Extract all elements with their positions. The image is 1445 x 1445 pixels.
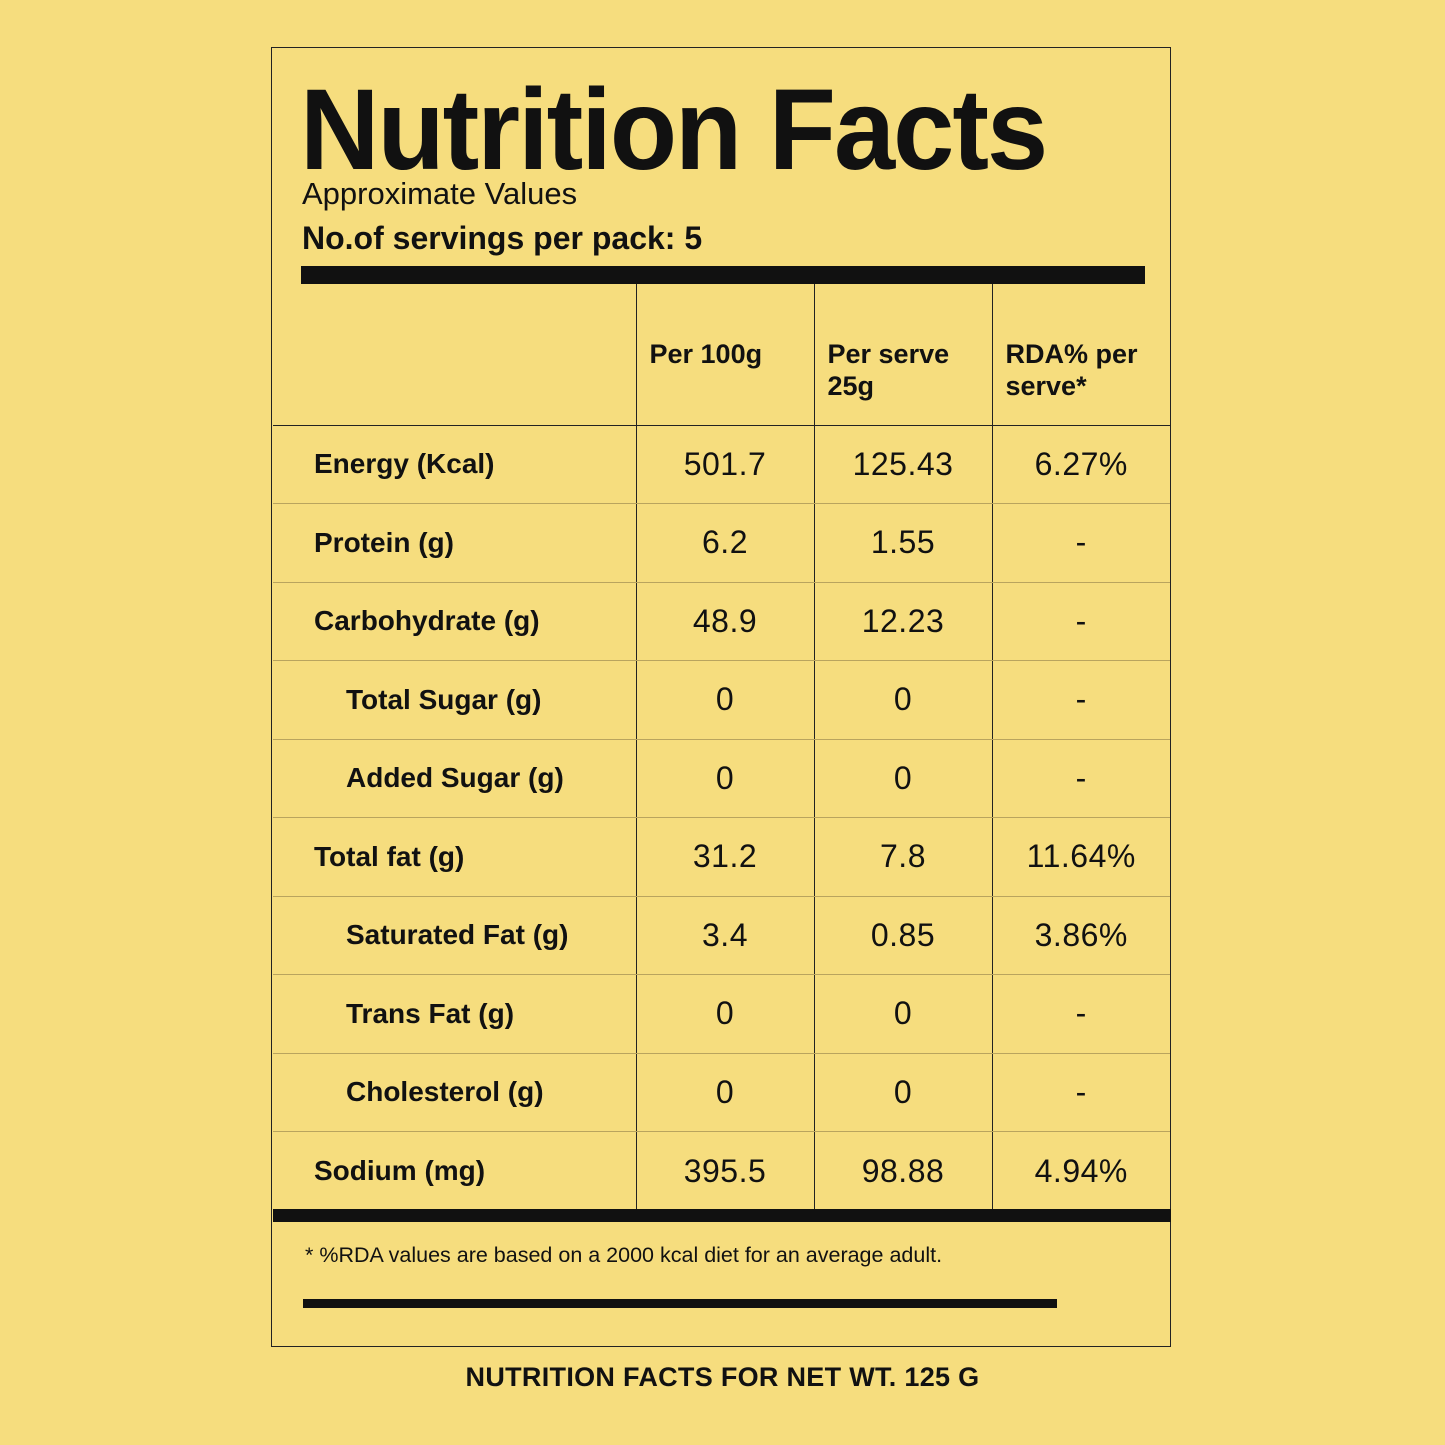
value-per-100g: 0 bbox=[635, 660, 814, 740]
rda-footnote: * %RDA values are based on a 2000 kcal d… bbox=[305, 1243, 943, 1267]
nutrient-name: Total Sugar (g) bbox=[273, 660, 636, 740]
nutrition-table: Per 100g Per serve 25g RDA% per serve* E… bbox=[273, 284, 1170, 1210]
nutrient-name: Carbohydrate (g) bbox=[273, 582, 636, 661]
value-per-100g: 0 bbox=[635, 974, 814, 1054]
table-row: Total Sugar (g) 0 0- bbox=[273, 660, 1170, 740]
value-rda: 11.64% bbox=[991, 817, 1170, 897]
nutrient-name: Saturated Fat (g) bbox=[273, 896, 636, 975]
label-title: Nutrition Facts bbox=[300, 64, 1048, 195]
value-per-100g: 0 bbox=[635, 1053, 814, 1132]
value-per-serve: 0 bbox=[813, 974, 992, 1054]
header-row: Per 100g Per serve 25g RDA% per serve* bbox=[273, 284, 1170, 426]
value-per-serve: 0 bbox=[813, 1053, 992, 1132]
value-rda: - bbox=[991, 974, 1170, 1054]
table-row: Energy (Kcal) 501.7 125.43 6.27% bbox=[273, 425, 1170, 504]
value-per-serve: 0.85 bbox=[813, 896, 992, 975]
value-per-100g: 6.2 bbox=[635, 503, 814, 583]
nutrient-name: Total fat (g) bbox=[273, 817, 636, 897]
value-rda: - bbox=[991, 660, 1170, 740]
table-row: Protein (g) 6.2 1.55- bbox=[273, 503, 1170, 583]
servings-per-pack: No.of servings per pack: 5 bbox=[302, 220, 703, 256]
value-per-serve: 7.8 bbox=[813, 817, 992, 897]
value-per-serve: 125.43 bbox=[813, 425, 992, 504]
bottom-divider bbox=[273, 1209, 1171, 1222]
nutrient-name: Cholesterol (g) bbox=[273, 1053, 636, 1132]
value-per-100g: 395.5 bbox=[635, 1131, 814, 1210]
value-rda: 6.27% bbox=[991, 425, 1170, 504]
value-rda: 4.94% bbox=[991, 1131, 1170, 1210]
label-subtitle: Approximate Values bbox=[302, 176, 578, 211]
value-per-100g: 31.2 bbox=[635, 817, 814, 897]
header-rda: RDA% per serve* bbox=[991, 284, 1170, 426]
value-per-100g: 48.9 bbox=[635, 582, 814, 661]
header-per-serve: Per serve 25g bbox=[813, 284, 992, 426]
nutrient-name: Protein (g) bbox=[273, 503, 636, 583]
table-row: Cholesterol (g) 0 0- bbox=[273, 1053, 1170, 1132]
top-divider bbox=[301, 266, 1145, 284]
value-per-100g: 501.7 bbox=[635, 425, 814, 504]
value-rda: - bbox=[991, 582, 1170, 661]
table-row: Carbohydrate (g) 48.9 12.23- bbox=[273, 582, 1170, 661]
value-per-serve: 12.23 bbox=[813, 582, 992, 661]
nutrient-name: Energy (Kcal) bbox=[273, 425, 636, 504]
table-row: Added Sugar (g) 0 0- bbox=[273, 739, 1170, 818]
table-row: Saturated Fat (g) 3.4 0.85 3.86% bbox=[273, 896, 1170, 975]
value-rda: - bbox=[991, 739, 1170, 818]
value-per-100g: 0 bbox=[635, 739, 814, 818]
value-per-serve: 0 bbox=[813, 739, 992, 818]
net-weight-caption: NUTRITION FACTS FOR NET WT. 125 G bbox=[465, 1362, 980, 1392]
value-rda: - bbox=[991, 503, 1170, 583]
nutrition-label: Nutrition Facts Approximate Values No.of… bbox=[271, 47, 1171, 1347]
table-row: Trans Fat (g) 0 0- bbox=[273, 974, 1170, 1054]
value-per-100g: 3.4 bbox=[635, 896, 814, 975]
header-per-100g: Per 100g bbox=[635, 284, 814, 426]
value-per-serve: 98.88 bbox=[813, 1131, 992, 1210]
table-row: Total fat (g) 31.2 7.8 11.64% bbox=[273, 817, 1170, 897]
header-nutrient bbox=[273, 284, 636, 426]
value-per-serve: 1.55 bbox=[813, 503, 992, 583]
footnote-divider bbox=[303, 1299, 1057, 1308]
nutrient-name: Added Sugar (g) bbox=[273, 739, 636, 818]
nutrient-name: Sodium (mg) bbox=[314, 1155, 486, 1186]
value-rda: 3.86% bbox=[991, 896, 1170, 975]
value-rda: - bbox=[991, 1053, 1170, 1132]
table-row: Sodium (mg) 395.5 98.88 4.94% bbox=[273, 1131, 1170, 1210]
value-per-serve: 0 bbox=[813, 660, 992, 740]
nutrient-name: Trans Fat (g) bbox=[273, 974, 636, 1054]
